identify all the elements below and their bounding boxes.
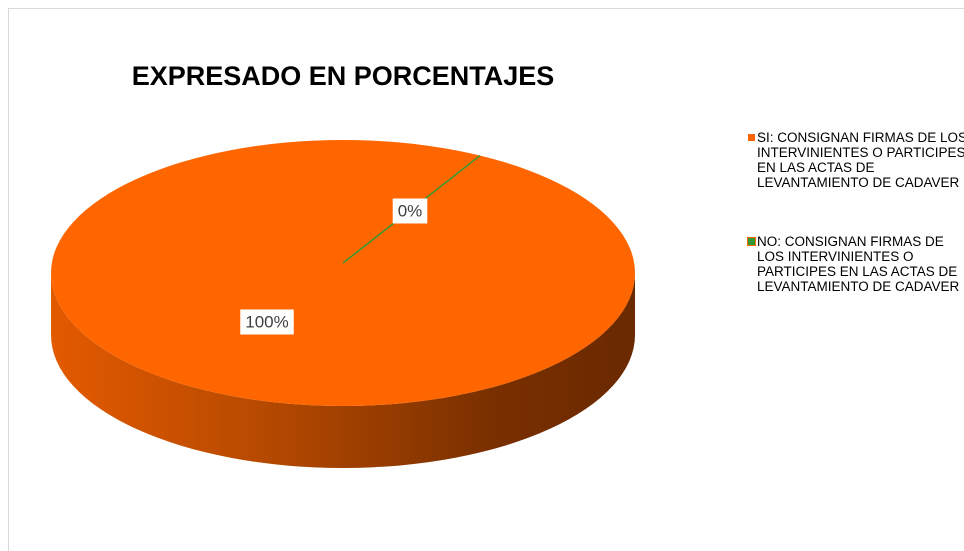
- data-label: 100%: [240, 309, 294, 335]
- pie-slice: [51, 140, 635, 406]
- legend: SI: CONSIGNAN FIRMAS DE LOS INTERVINIENT…: [747, 130, 964, 338]
- data-label-box: [392, 198, 428, 224]
- legend-label: NO: CONSIGNAN FIRMAS DE LOS INTERVINIENT…: [757, 234, 960, 294]
- pie-side: [51, 273, 635, 468]
- chart-title: EXPRESADO EN PORCENTAJES: [132, 61, 555, 91]
- data-label: 0%: [392, 198, 428, 224]
- legend-item: NO: CONSIGNAN FIRMAS DE LOS INTERVINIENT…: [747, 234, 964, 294]
- legend-label: SI: CONSIGNAN FIRMAS DE LOS INTERVINIENT…: [757, 130, 964, 190]
- legend-swatch: [747, 237, 756, 246]
- data-label-text: 0%: [398, 201, 423, 220]
- legend-item: SI: CONSIGNAN FIRMAS DE LOS INTERVINIENT…: [748, 130, 964, 190]
- data-label-text: 100%: [245, 312, 288, 331]
- legend-swatch: [748, 134, 755, 141]
- data-label-box: [240, 309, 294, 335]
